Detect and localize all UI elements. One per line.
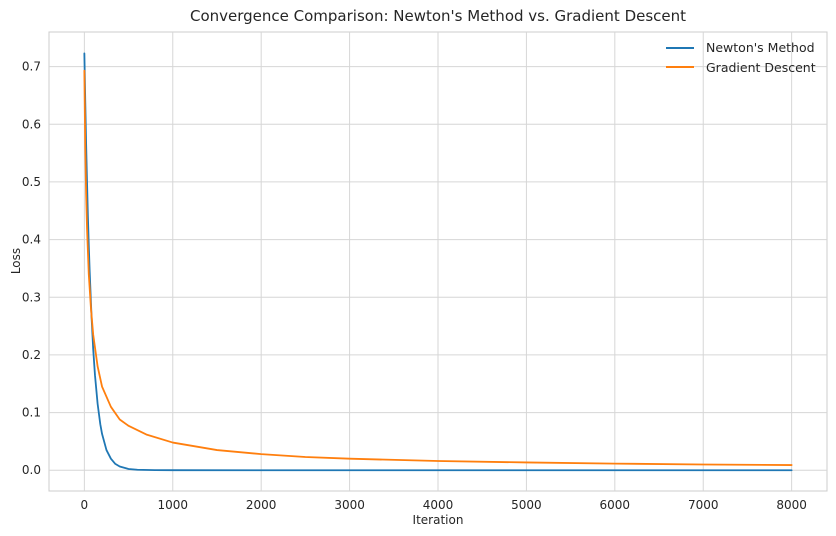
tick-labels: 0 1000 2000 3000 4000 5000 6000 7000 8000 0.0 0.1 0…: [22, 60, 807, 512]
series-lines: [83, 52, 793, 472]
y-tick-label: 0.2: [22, 348, 41, 362]
y-tick-label: 0.7: [22, 60, 41, 74]
x-tick-label: 6000: [600, 498, 631, 512]
x-tick-label: 0: [81, 498, 89, 512]
x-tick-label: 8000: [776, 498, 807, 512]
y-tick-label: 0.6: [22, 117, 41, 131]
x-tick-label: 1000: [157, 498, 188, 512]
x-tick-label: 5000: [511, 498, 542, 512]
x-tick-label: 3000: [334, 498, 365, 512]
legend-label-gradient-descent: Gradient Descent: [706, 60, 816, 75]
y-tick-label: 0.1: [22, 406, 41, 420]
legend-label-newtons-method: Newton's Method: [706, 40, 815, 55]
legend: Newton's Method Gradient Descent: [666, 40, 816, 75]
x-tick-label: 2000: [246, 498, 277, 512]
chart-title: Convergence Comparison: Newton's Method …: [190, 7, 686, 25]
y-tick-label: 0.3: [22, 290, 41, 304]
y-axis-label: Loss: [9, 248, 23, 274]
x-tick-label: 4000: [423, 498, 454, 512]
x-axis-label: Iteration: [413, 513, 464, 527]
series-line-gradient-descent: [83, 69, 793, 466]
series-line-newton-s-method: [83, 52, 793, 472]
x-tick-label: 7000: [688, 498, 719, 512]
y-tick-label: 0.0: [22, 463, 41, 477]
y-tick-label: 0.4: [22, 233, 41, 247]
y-tick-label: 0.5: [22, 175, 41, 189]
